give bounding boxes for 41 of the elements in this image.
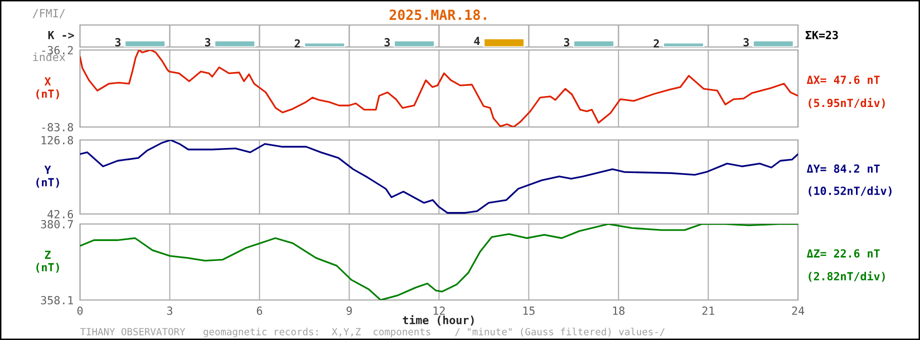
line-series	[80, 224, 798, 300]
x-tick-label: 18	[613, 306, 624, 315]
y-axis-title: X (nT)	[36, 77, 59, 100]
data-label: 2	[654, 39, 659, 48]
text: ΣK=23	[806, 30, 838, 40]
data-label: 4	[474, 36, 480, 45]
data-label: 3	[744, 38, 749, 46]
y-tick-label: 380.7	[41, 220, 73, 228]
x-tick-label: 0	[77, 306, 83, 315]
y-tick-label: -36.2	[42, 46, 73, 54]
text: TIHANY OBSERVATORY geomagnetic records: X,Y,Z components / "minute" (Gauss filtered) values-/	[80, 328, 665, 338]
y-axis-title: Y (nT)	[36, 166, 59, 188]
x-axis-title: time (hour)	[402, 315, 474, 326]
data-label: 3	[384, 38, 390, 46]
text: ΔY= 84.2 nT	[806, 164, 880, 173]
data-label: 3	[205, 38, 210, 46]
data-label: 2	[294, 39, 300, 48]
text: index	[33, 52, 66, 62]
text: (2.82nT/div)	[808, 271, 885, 282]
text: (10.52nT/div)	[808, 186, 892, 196]
x-tick-label: 12	[434, 306, 445, 315]
y-tick-label: 42.6	[48, 210, 74, 218]
text: ΔX= 47.6 nT	[806, 76, 880, 84]
text: (5.95nT/div)	[808, 98, 885, 108]
x-tick-label: 24	[792, 306, 804, 315]
text: ΔZ= 22.6 nT	[806, 249, 880, 258]
x-tick-label: 9	[346, 306, 352, 315]
y-axis-title: Z (nT)	[36, 250, 59, 273]
x-tick-label: 15	[523, 306, 535, 315]
y-tick-label: -83.8	[42, 123, 74, 132]
text: /FMI/	[32, 9, 65, 18]
line-series	[80, 140, 798, 214]
x-tick-label: 21	[702, 306, 714, 315]
y-axis-title: K ->	[48, 30, 74, 40]
chart-title: 2025.MAR.18.	[390, 10, 486, 20]
data-label: 3	[564, 38, 570, 46]
x-tick-label: 6	[256, 306, 262, 315]
data-label: 3	[115, 38, 121, 46]
y-tick-label: 126.8	[42, 136, 74, 144]
x-tick-label: 3	[167, 306, 172, 315]
y-tick-label: 358.1	[41, 296, 73, 304]
